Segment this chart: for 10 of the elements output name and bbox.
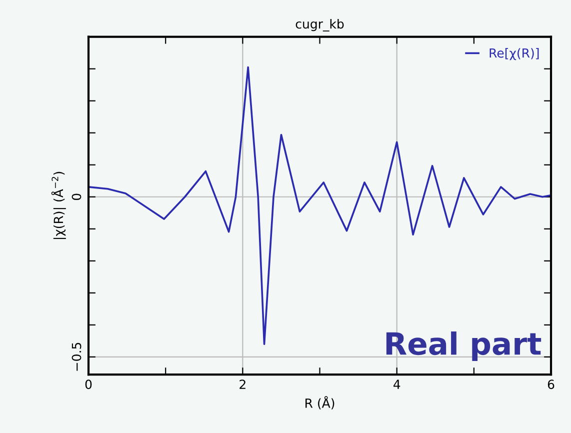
x-tick-label: 6 [548,380,554,390]
annotation: Real part [386,331,542,362]
x-tick-label: 4 [393,380,400,389]
chart-title: cugr_kb [296,18,344,32]
x-axis-title: R (Å) [306,396,334,410]
x-tick-label: 2 [240,380,246,389]
y-tick-label: −0.5 [72,342,82,371]
legend-label: Re[χ(R)] [490,48,539,60]
y-axis-title: |χ(R)| (Å$^{−2}$) [51,172,66,239]
x-tick-label: 0 [85,380,92,390]
